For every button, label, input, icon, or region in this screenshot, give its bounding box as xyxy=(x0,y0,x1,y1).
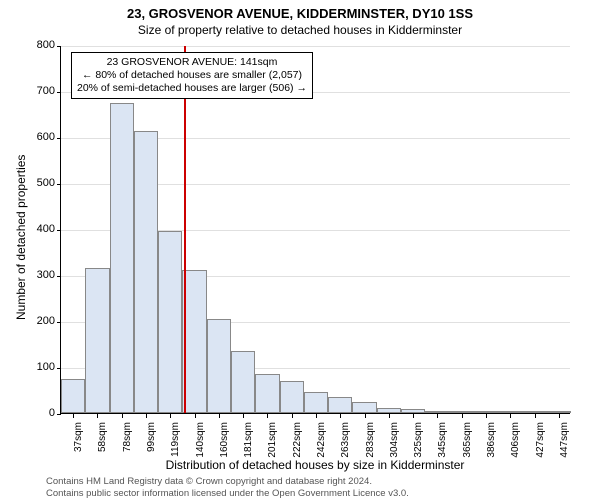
histogram-bar xyxy=(61,379,85,414)
y-tick xyxy=(57,92,61,93)
y-tick xyxy=(57,322,61,323)
annotation-line3: 20% of semi-detached houses are larger (… xyxy=(77,82,307,95)
y-tick-label: 400 xyxy=(25,223,55,235)
histogram-bar xyxy=(425,411,449,413)
x-tick-label: 222sqm xyxy=(292,422,303,462)
x-tick xyxy=(292,414,293,418)
x-tick-label: 37sqm xyxy=(73,422,84,462)
x-tick-label: 406sqm xyxy=(510,422,521,462)
histogram-bar xyxy=(450,411,474,413)
histogram-bar xyxy=(304,392,328,413)
x-axis-title: Distribution of detached houses by size … xyxy=(60,458,570,472)
x-tick xyxy=(122,414,123,418)
x-tick xyxy=(219,414,220,418)
x-tick xyxy=(462,414,463,418)
x-tick-label: 58sqm xyxy=(97,422,108,462)
histogram-bar xyxy=(110,103,134,414)
x-tick-label: 78sqm xyxy=(122,422,133,462)
histogram-bar xyxy=(134,131,158,413)
x-tick-label: 99sqm xyxy=(146,422,157,462)
chart-title-main: 23, GROSVENOR AVENUE, KIDDERMINSTER, DY1… xyxy=(0,0,600,21)
histogram-bar xyxy=(255,374,279,413)
x-tick-label: 365sqm xyxy=(462,422,473,462)
x-tick-label: 140sqm xyxy=(195,422,206,462)
x-tick xyxy=(437,414,438,418)
y-tick-label: 500 xyxy=(25,177,55,189)
histogram-bar xyxy=(522,411,546,413)
histogram-bar xyxy=(328,397,352,413)
x-tick-label: 181sqm xyxy=(243,422,254,462)
histogram-bar xyxy=(207,319,231,413)
x-tick xyxy=(559,414,560,418)
histogram-bar xyxy=(498,411,522,413)
x-tick xyxy=(413,414,414,418)
y-tick xyxy=(57,184,61,185)
y-tick xyxy=(57,414,61,415)
plot-area: 010020030040050060070080037sqm58sqm78sqm… xyxy=(60,46,570,414)
y-axis-title: Number of detached properties xyxy=(14,155,28,320)
x-tick xyxy=(389,414,390,418)
x-tick xyxy=(97,414,98,418)
histogram-bar xyxy=(401,409,425,413)
footer-line1: Contains HM Land Registry data © Crown c… xyxy=(46,476,372,487)
x-tick-label: 345sqm xyxy=(437,422,448,462)
annotation-box: 23 GROSVENOR AVENUE: 141sqm ← 80% of det… xyxy=(71,52,313,99)
y-tick xyxy=(57,276,61,277)
y-tick-label: 200 xyxy=(25,315,55,327)
x-tick-label: 304sqm xyxy=(389,422,400,462)
x-tick-label: 447sqm xyxy=(559,422,570,462)
x-tick-label: 263sqm xyxy=(340,422,351,462)
x-tick xyxy=(146,414,147,418)
grid-line xyxy=(61,46,570,47)
histogram-bar xyxy=(280,381,304,413)
y-tick xyxy=(57,138,61,139)
x-tick-label: 386sqm xyxy=(486,422,497,462)
histogram-bar xyxy=(231,351,255,413)
x-tick xyxy=(316,414,317,418)
y-tick xyxy=(57,46,61,47)
x-tick-label: 427sqm xyxy=(535,422,546,462)
y-tick-label: 800 xyxy=(25,39,55,51)
x-tick xyxy=(535,414,536,418)
annotation-line2: ← 80% of detached houses are smaller (2,… xyxy=(77,69,307,82)
x-tick-label: 201sqm xyxy=(267,422,278,462)
x-tick-label: 325sqm xyxy=(413,422,424,462)
x-tick xyxy=(486,414,487,418)
x-tick xyxy=(365,414,366,418)
annotation-line1: 23 GROSVENOR AVENUE: 141sqm xyxy=(77,56,307,69)
x-tick xyxy=(195,414,196,418)
reference-line xyxy=(184,46,186,413)
histogram-bar xyxy=(158,231,182,413)
x-tick-label: 119sqm xyxy=(170,422,181,462)
y-tick-label: 300 xyxy=(25,269,55,281)
histogram-bar xyxy=(547,411,571,413)
x-tick xyxy=(510,414,511,418)
y-tick-label: 700 xyxy=(25,85,55,97)
y-tick-label: 0 xyxy=(25,407,55,419)
y-tick-label: 100 xyxy=(25,361,55,373)
x-tick xyxy=(73,414,74,418)
chart-title-sub: Size of property relative to detached ho… xyxy=(0,21,600,37)
y-tick xyxy=(57,368,61,369)
x-tick-label: 242sqm xyxy=(316,422,327,462)
histogram-bar xyxy=(474,411,498,413)
y-tick xyxy=(57,230,61,231)
x-tick xyxy=(340,414,341,418)
x-tick-label: 283sqm xyxy=(365,422,376,462)
x-tick xyxy=(243,414,244,418)
histogram-bar xyxy=(352,402,376,414)
x-tick xyxy=(267,414,268,418)
x-tick-label: 160sqm xyxy=(219,422,230,462)
histogram-bar xyxy=(85,268,109,413)
y-tick-label: 600 xyxy=(25,131,55,143)
footer-line2: Contains public sector information licen… xyxy=(46,488,409,499)
chart-container: 23, GROSVENOR AVENUE, KIDDERMINSTER, DY1… xyxy=(0,0,600,500)
x-tick xyxy=(170,414,171,418)
histogram-bar xyxy=(377,408,401,413)
